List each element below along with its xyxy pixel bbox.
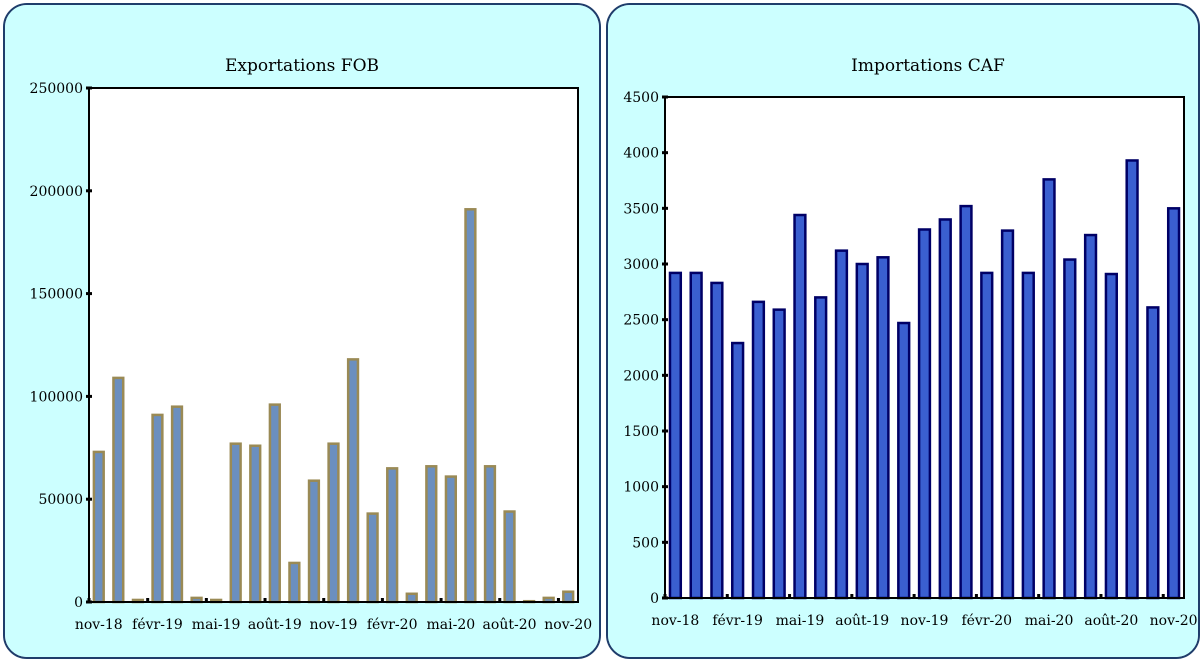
y-tick-label: 2500 — [623, 313, 659, 329]
bar-août-20 — [503, 510, 516, 604]
y-tick-label: 2000 — [623, 368, 659, 384]
x-tick-label: août-20 — [483, 617, 537, 633]
bar-mars-20 — [405, 592, 418, 604]
x-tick-label: févr-19 — [712, 613, 763, 629]
bar-déc-19 — [938, 218, 952, 600]
x-tick-label: nov-19 — [310, 617, 358, 633]
x-tick-label: nov-18 — [75, 617, 123, 633]
bar-sept-19 — [876, 256, 890, 600]
bar-août-19 — [855, 262, 869, 600]
y-tick-label: 0 — [650, 591, 659, 607]
bar-nov-18 — [668, 271, 683, 600]
bar-oct-19 — [307, 479, 321, 604]
bar-sept-20 — [1125, 159, 1139, 600]
y-tick-label: 150000 — [30, 287, 83, 303]
bar-nov-20 — [562, 590, 575, 604]
y-tick-label: 50000 — [38, 492, 83, 508]
y-tick-label: 200000 — [30, 184, 83, 200]
bar-nov-19 — [327, 442, 340, 604]
bar-déc-18 — [112, 376, 125, 604]
bar-juil-20 — [1083, 233, 1098, 600]
x-tick-label: août-20 — [1084, 613, 1138, 629]
bar-oct-19 — [897, 321, 911, 600]
x-tick-label: nov-18 — [651, 613, 699, 629]
bar-juil-19 — [249, 444, 262, 604]
bar-nov-19 — [917, 228, 932, 600]
y-tick-label: 500 — [632, 535, 659, 551]
bar-févr-19 — [151, 413, 164, 604]
y-tick-label: 250000 — [30, 81, 83, 97]
bar-nov-20 — [1166, 207, 1181, 600]
y-tick-label: 3500 — [623, 201, 659, 217]
bar-nov-18 — [92, 450, 105, 604]
bar-juin-20 — [1063, 258, 1077, 600]
bar-août-20 — [1104, 272, 1118, 600]
x-tick-label: mai-19 — [192, 617, 241, 633]
chart-panel-exportations: Exportations FOB 0 50000 100000 150000 20000… — [3, 3, 601, 659]
bar-mars-19 — [751, 300, 766, 600]
x-tick-label: févr-19 — [132, 617, 183, 633]
bar-mars-19 — [170, 405, 184, 604]
y-tick-label: 1500 — [623, 424, 659, 440]
bar-mai-20 — [444, 475, 458, 604]
bar-juin-19 — [229, 442, 242, 604]
x-tick-label: août-19 — [248, 617, 302, 633]
bar-févr-19 — [731, 341, 745, 600]
y-tick-label: 4000 — [623, 146, 659, 162]
chart-importations-caf: Importations CAF 0 500 1000 1500 2000 2500 300… — [608, 5, 1198, 657]
y-tick-label: 1000 — [623, 480, 659, 496]
y-tick-label: 3000 — [623, 257, 659, 273]
bar-mai-20 — [1042, 178, 1056, 600]
bar-août-19 — [268, 403, 281, 604]
bar-juil-20 — [483, 465, 497, 604]
chart-exportations-fob: Exportations FOB 0 50000 100000 150000 20000… — [5, 5, 599, 657]
x-tick-label: nov-20 — [1150, 613, 1198, 629]
bar-avr-20 — [425, 465, 438, 604]
bar-janv-20 — [959, 204, 973, 600]
bar-avr-20 — [1021, 271, 1035, 600]
chart-title: Exportations FOB — [225, 56, 379, 76]
y-tick-label: 100000 — [30, 389, 83, 405]
bar-janv-19 — [710, 281, 724, 600]
bar-déc-19 — [346, 358, 360, 604]
bar-mai-19 — [793, 213, 807, 600]
x-tick-label: nov-19 — [901, 613, 949, 629]
chart-title: Importations CAF — [851, 56, 1005, 76]
x-tick-label: févr-20 — [367, 617, 418, 633]
bar-févr-20 — [386, 467, 399, 604]
bar-sept-19 — [288, 561, 301, 604]
x-tick-label: févr-20 — [961, 613, 1012, 629]
bar-janv-20 — [366, 512, 379, 604]
bar-juin-20 — [464, 208, 477, 604]
y-tick-label: 0 — [74, 595, 83, 611]
x-tick-label: août-19 — [835, 613, 889, 629]
x-tick-label: mai-20 — [427, 617, 476, 633]
bar-avr-19 — [772, 308, 786, 600]
bar-oct-20 — [1146, 306, 1160, 600]
bar-févr-20 — [980, 271, 994, 600]
chart-panel-importations: Importations CAF 0 500 1000 1500 2000 2500 300… — [606, 3, 1200, 659]
x-tick-label: nov-20 — [544, 617, 592, 633]
bar-mars-20 — [1000, 229, 1015, 600]
x-tick-label: mai-20 — [1025, 613, 1074, 629]
y-tick-label: 4500 — [623, 90, 659, 106]
x-tick-label: mai-19 — [776, 613, 825, 629]
bar-déc-18 — [689, 271, 703, 600]
bar-juil-19 — [834, 249, 849, 600]
bar-juin-19 — [814, 296, 828, 600]
